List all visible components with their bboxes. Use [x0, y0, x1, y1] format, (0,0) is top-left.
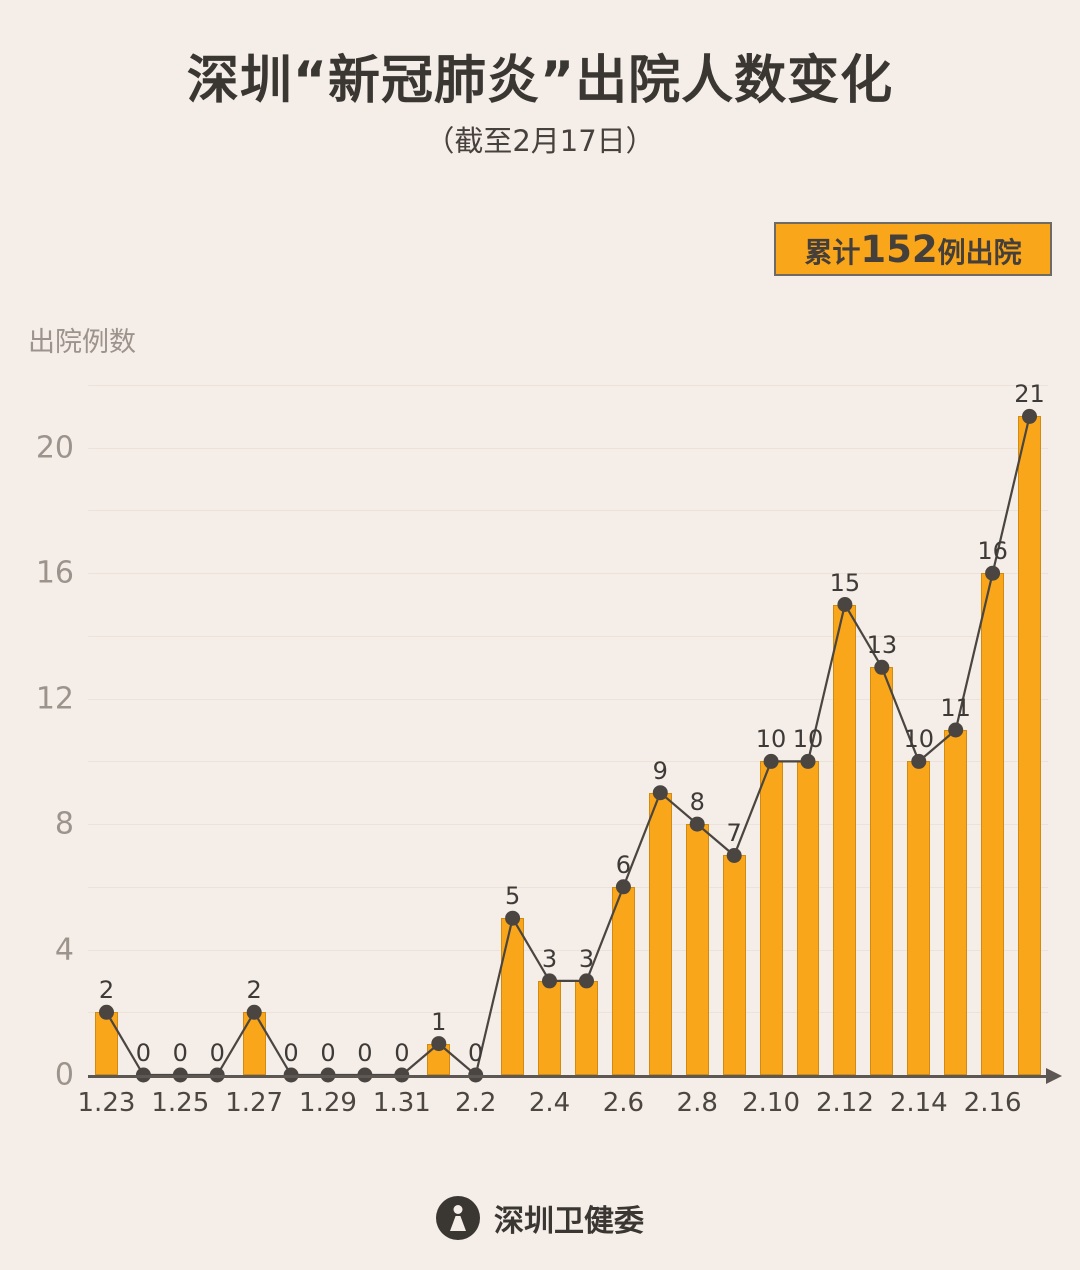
data-point-marker	[431, 1036, 447, 1052]
y-axis-tick-label: 20	[35, 430, 74, 466]
bar-value-label: 2	[98, 976, 115, 1005]
bar-value-label: 10	[903, 725, 935, 754]
grid-line	[88, 447, 1048, 449]
bar-value-label: 21	[1014, 380, 1045, 409]
bar-value-label: 0	[283, 1039, 299, 1067]
data-point-marker	[99, 1004, 114, 1020]
bar-value-label: 15	[829, 568, 861, 597]
x-axis-tick-label: 2.14	[889, 1088, 948, 1118]
grid-line	[88, 1012, 1048, 1014]
data-point-marker	[763, 753, 779, 769]
bar-value-label: 7	[726, 819, 742, 848]
data-point-marker	[579, 973, 594, 989]
x-axis-tick-label: 1.23	[77, 1088, 136, 1118]
grid-line	[88, 698, 1048, 700]
shenzhen-health-commission-logo-icon	[436, 1196, 480, 1240]
footer: 深圳卫健委	[0, 1196, 1080, 1240]
badge-suffix: 例出院	[937, 235, 1022, 269]
x-axis-arrow-icon	[1046, 1068, 1062, 1084]
trend-line	[99, 408, 1037, 1083]
y-axis-tick-label: 0	[54, 1057, 74, 1093]
x-axis-tick-label: 1.31	[372, 1088, 431, 1118]
grid-line	[88, 949, 1048, 951]
bar-value-label: 0	[209, 1039, 225, 1067]
bar-value-label: 10	[792, 725, 824, 754]
x-axis-tick-label: 2.2	[455, 1088, 497, 1118]
bar-value-label: 0	[320, 1039, 336, 1067]
data-point-marker	[689, 816, 705, 832]
data-point-marker	[985, 565, 1001, 581]
bar-value-label: 10	[755, 725, 787, 754]
data-point-marker	[505, 910, 521, 926]
x-axis-line	[88, 1075, 1056, 1078]
y-axis-tick-labels: 0 4 8 12 16 20	[0, 385, 88, 1092]
data-point-marker	[948, 722, 964, 738]
grid-line	[88, 510, 1048, 512]
bar-value-label: 0	[172, 1039, 188, 1067]
data-point-marker	[246, 1004, 262, 1020]
grid-line	[88, 761, 1048, 763]
bar-value-label: 8	[689, 788, 705, 817]
x-axis-tick-label: 1.29	[299, 1088, 357, 1118]
bar-value-label: 16	[977, 537, 1008, 566]
x-axis-tick-label: 1.27	[225, 1088, 284, 1118]
x-axis-tick-label: 1.25	[151, 1088, 210, 1118]
data-point-marker	[874, 659, 890, 675]
data-point-marker	[1022, 408, 1037, 424]
x-axis-tick-label: 2.8	[676, 1088, 718, 1118]
data-point-marker	[800, 753, 816, 769]
data-point-marker	[726, 848, 742, 863]
bar-value-label: 9	[652, 756, 668, 785]
bar-value-label: 6	[615, 850, 632, 879]
badge-number: 152	[860, 227, 938, 271]
bar-value-label: 3	[578, 944, 595, 973]
total-discharged-badge: 累计152例出院	[774, 222, 1052, 276]
x-axis-tick-label: 2.12	[815, 1088, 874, 1118]
page-subtitle: （截至2月17日）	[425, 124, 655, 158]
bar-value-label: 0	[357, 1039, 373, 1067]
total-discharged-badge-text: 累计152例出院	[804, 228, 1021, 271]
y-axis-tick-label: 4	[54, 932, 74, 968]
x-axis-tick-label: 2.16	[963, 1088, 1022, 1118]
grid-line	[88, 573, 1048, 575]
x-axis-tick-label: 2.4	[528, 1088, 571, 1118]
data-point-marker	[542, 973, 557, 989]
page-title: 深圳“新冠肺炎”出院人数变化	[186, 51, 894, 111]
y-axis-tick-label: 16	[35, 555, 74, 591]
grid-line	[88, 886, 1048, 888]
bar-value-label: 13	[866, 631, 898, 660]
bar-value-label: 0	[394, 1039, 410, 1067]
bar-value-label: 5	[504, 882, 521, 911]
y-axis-title: 出院例数	[28, 327, 136, 358]
bar-value-label: 3	[541, 944, 558, 973]
bar-value-label: 0	[468, 1039, 484, 1067]
grid-line	[88, 824, 1048, 826]
grid-line	[88, 635, 1048, 637]
footer-text: 深圳卫健委	[494, 1204, 644, 1239]
bar-value-label: 2	[246, 976, 262, 1005]
x-axis-tick-label: 2.6	[602, 1088, 645, 1118]
data-point-marker	[911, 753, 927, 769]
data-point-marker	[837, 597, 853, 612]
bar-value-label: 1	[431, 1007, 447, 1036]
trend-line-path	[105, 416, 1031, 1078]
chart-plot-area: 2 0 0 0 2 0 0 0 0 1 0 5 3 3 6 9 8 7 10 10 15 13 10 11 16 21	[88, 380, 1048, 1083]
x-axis-tick-label: 2.10	[742, 1088, 801, 1118]
badge-prefix: 累计	[804, 235, 861, 269]
y-axis-tick-label: 12	[35, 681, 74, 717]
data-point-marker	[615, 879, 631, 895]
bar-value-label: 11	[940, 694, 971, 722]
y-axis-tick-label: 8	[54, 806, 74, 842]
data-point-marker	[652, 785, 668, 801]
bar-value-label: 0	[135, 1039, 152, 1067]
grid-line	[88, 385, 1048, 386]
